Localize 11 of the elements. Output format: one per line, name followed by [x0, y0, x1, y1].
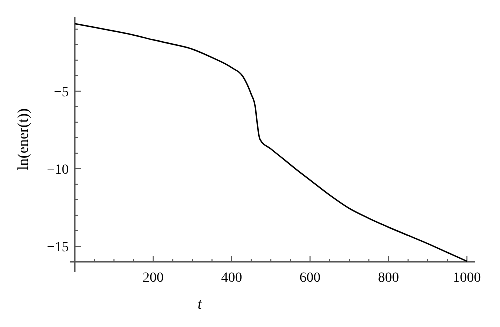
x-tick-label: 400 [221, 271, 242, 286]
y-tick-label: −15 [47, 240, 69, 256]
y-tick-label: −10 [47, 162, 69, 178]
x-axis-title: t [198, 297, 203, 313]
x-tick-label: 800 [378, 271, 400, 286]
x-tick-label: 200 [142, 271, 164, 286]
line-series [74, 23, 468, 262]
y-tick-label: −5 [54, 85, 69, 100]
y-axis-title: ln(ener(t)) [16, 108, 32, 170]
x-tick-label: 600 [300, 271, 321, 286]
x-tick-label: 1000 [453, 271, 482, 286]
